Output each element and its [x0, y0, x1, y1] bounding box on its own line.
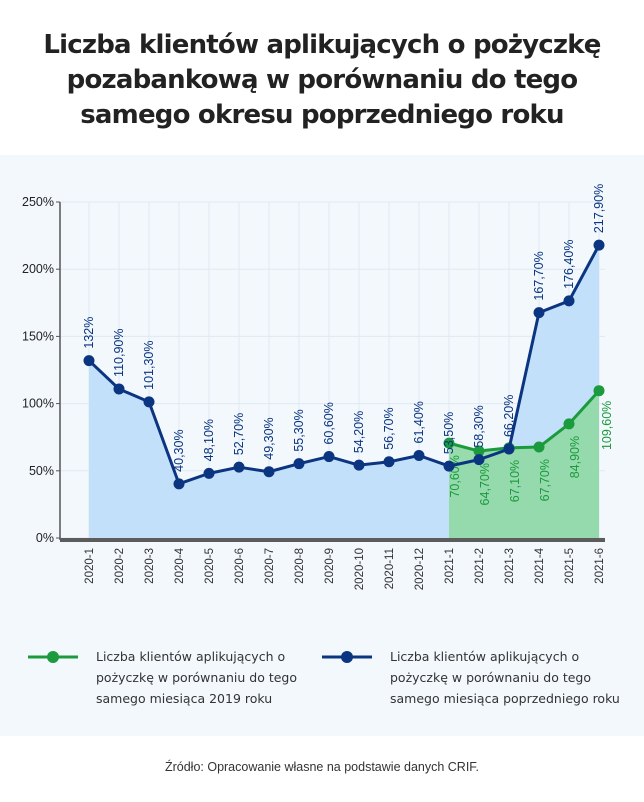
- data-point: [593, 239, 605, 251]
- legend-line: pożyczkę w porównaniu do tego: [96, 670, 297, 685]
- x-tick-label: 2021-2: [474, 548, 486, 584]
- data-point: [83, 355, 95, 367]
- legend-line: pożyczkę w porównaniu do tego: [390, 670, 591, 685]
- data-label: 64,70%: [478, 463, 492, 505]
- data-point: [203, 467, 215, 479]
- data-label: 60,60%: [322, 402, 336, 444]
- data-label: 132%: [82, 317, 96, 349]
- y-tick-label: 0%: [36, 531, 54, 545]
- data-label: 61,40%: [412, 401, 426, 443]
- data-label: 48,10%: [202, 419, 216, 461]
- x-tick-label: 2020-3: [144, 548, 156, 584]
- data-point: [173, 478, 185, 490]
- data-label: 49,30%: [262, 417, 276, 459]
- data-point: [563, 418, 575, 430]
- y-tick-label: 50%: [29, 464, 54, 478]
- data-point: [503, 443, 515, 455]
- data-label: 67,70%: [538, 459, 552, 501]
- x-tick-label: 2020-10: [354, 548, 366, 590]
- data-label: 101,30%: [142, 340, 156, 389]
- data-label: 55,30%: [292, 409, 306, 451]
- data-label: 67,10%: [508, 460, 522, 502]
- x-tick-label: 2020-7: [264, 548, 276, 584]
- data-point: [233, 461, 245, 473]
- legend-item-2019: Liczba klientów aplikujących o pożyczkę …: [28, 646, 297, 709]
- data-point: [533, 441, 545, 453]
- data-label: 167,70%: [532, 251, 546, 300]
- legend-marker-navy-icon: [322, 651, 372, 663]
- data-point: [443, 437, 455, 449]
- y-tick-label: 200%: [22, 262, 54, 276]
- data-label: 56,70%: [382, 407, 396, 449]
- legend-line: Liczba klientów aplikujących o: [390, 649, 580, 664]
- data-label: 217,90%: [592, 184, 606, 233]
- x-tick-label: 2021-4: [534, 547, 546, 583]
- data-label: 176,40%: [562, 240, 576, 289]
- data-point: [143, 396, 155, 408]
- x-tick-label: 2020-6: [234, 548, 246, 584]
- legend-line: Liczba klientów aplikujących o: [96, 649, 286, 664]
- data-label: 66,20%: [502, 395, 516, 437]
- y-tick-label: 100%: [22, 397, 54, 411]
- data-point: [473, 445, 485, 457]
- x-tick-label: 2021-3: [504, 548, 516, 584]
- legend-marker-green-icon: [28, 651, 78, 663]
- x-tick-label: 2020-2: [114, 548, 126, 584]
- data-point: [563, 295, 575, 307]
- legend-item-previous-year: Liczba klientów aplikujących o pożyczkę …: [322, 646, 620, 709]
- data-point: [473, 454, 485, 466]
- legend-line: samego miesiąca 2019 roku: [96, 691, 273, 706]
- x-tick-label: 2020-5: [204, 548, 216, 584]
- legend-label: Liczba klientów aplikujących o pożyczkę …: [96, 646, 297, 709]
- x-tick-label: 2020-12: [414, 548, 426, 590]
- data-point: [353, 459, 365, 471]
- data-label: 54,20%: [352, 411, 366, 453]
- area-2019: [449, 390, 599, 538]
- data-label: 53,50%: [442, 412, 456, 454]
- y-tick-label: 150%: [22, 329, 54, 343]
- data-label: 40,30%: [172, 429, 186, 471]
- data-point: [323, 451, 335, 463]
- data-label: 52,70%: [232, 413, 246, 455]
- x-tick-label: 2020-1: [84, 548, 96, 584]
- x-tick-label: 2021-1: [444, 548, 456, 584]
- x-tick-label: 2020-9: [324, 548, 336, 584]
- x-tick-label: 2021-5: [564, 548, 576, 584]
- x-tick-label: 2020-8: [294, 548, 306, 584]
- data-point: [113, 383, 125, 395]
- x-tick-label: 2021-6: [594, 548, 606, 584]
- data-label: 84,90%: [568, 436, 582, 478]
- data-point: [383, 456, 395, 468]
- data-label: 58,30%: [472, 405, 486, 447]
- x-tick-label: 2020-4: [174, 547, 186, 583]
- data-point: [293, 458, 305, 470]
- chart-title: Liczba klientów aplikujących o pożyczkę …: [43, 30, 601, 130]
- data-point: [413, 449, 425, 461]
- line-previous-year: [87, 244, 601, 486]
- data-point: [443, 460, 455, 472]
- data-point: [593, 385, 605, 397]
- source-note: Źródło: Opracowanie własne na podstawie …: [164, 760, 480, 774]
- x-tick-label: 2020-11: [384, 548, 396, 589]
- data-point: [533, 307, 545, 319]
- data-point: [263, 466, 275, 478]
- y-tick-label: 250%: [22, 195, 54, 209]
- legend-label: Liczba klientów aplikujących o pożyczkę …: [390, 646, 620, 709]
- legend-line: samego miesiąca poprzedniego roku: [390, 691, 620, 706]
- data-label: 109,60%: [600, 401, 614, 450]
- data-label: 110,90%: [112, 329, 126, 377]
